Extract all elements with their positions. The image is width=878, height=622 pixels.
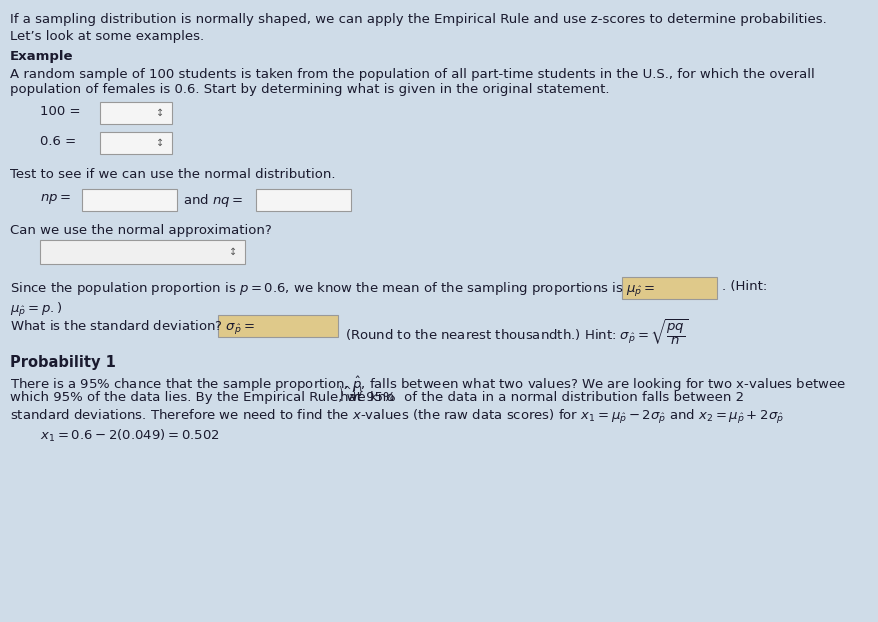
Text: 100 =: 100 = bbox=[40, 105, 81, 118]
Text: Probability 1: Probability 1 bbox=[10, 355, 116, 370]
Text: ↕: ↕ bbox=[155, 138, 164, 148]
Text: A random sample of 100 students is taken from the population of all part-time st: A random sample of 100 students is taken… bbox=[10, 68, 814, 81]
Text: ↕: ↕ bbox=[155, 108, 164, 118]
Bar bbox=[82, 189, 176, 211]
Text: and $nq =$: and $nq =$ bbox=[183, 192, 243, 209]
Text: Since the population proportion is $p = 0.6$, we know the mean of the sampling p: Since the population proportion is $p = … bbox=[10, 280, 654, 298]
Text: . (Hint:: . (Hint: bbox=[721, 280, 766, 293]
Text: What is the standard deviation? $\sigma_{\hat{p}} =$: What is the standard deviation? $\sigma_… bbox=[10, 318, 255, 336]
Text: $x_1 = 0.6 - 2(0.049) = 0.502$: $x_1 = 0.6 - 2(0.049) = 0.502$ bbox=[40, 428, 220, 444]
Text: $\mu_{\hat{p}} = p.$): $\mu_{\hat{p}} = p.$) bbox=[10, 300, 62, 318]
Bar bbox=[218, 315, 338, 337]
Bar bbox=[100, 132, 172, 154]
Text: hat 95%  of the data in a normal distribution falls between 2: hat 95% of the data in a normal distribu… bbox=[340, 391, 744, 404]
Text: standard deviations. Therefore we need to find the $x$-values (the raw data scor: standard deviations. Therefore we need t… bbox=[10, 407, 783, 425]
Bar bbox=[40, 240, 245, 264]
Text: Example: Example bbox=[10, 50, 74, 63]
Text: \^{}: \^{} bbox=[340, 385, 363, 395]
Text: Test to see if we can use the normal distribution.: Test to see if we can use the normal dis… bbox=[10, 168, 335, 181]
Bar bbox=[255, 189, 350, 211]
Text: 0.6 =: 0.6 = bbox=[40, 135, 76, 148]
Text: which 95% of the data lies. By the Empirical Rule, we kno: which 95% of the data lies. By the Empir… bbox=[10, 391, 394, 404]
Text: There is a 95% chance that the sample proportion, $\hat{p}$, falls between what : There is a 95% chance that the sample pr… bbox=[10, 375, 845, 394]
Text: Can we use the normal approximation?: Can we use the normal approximation? bbox=[10, 224, 271, 237]
Bar bbox=[622, 277, 716, 299]
Text: ↕: ↕ bbox=[228, 247, 237, 257]
Text: If a sampling distribution is normally shaped, we can apply the Empirical Rule a: If a sampling distribution is normally s… bbox=[10, 13, 826, 26]
Bar bbox=[100, 102, 172, 124]
Text: Let’s look at some examples.: Let’s look at some examples. bbox=[10, 30, 204, 43]
Text: population of females is 0.6. Start by determining what is given in the original: population of females is 0.6. Start by d… bbox=[10, 83, 608, 96]
Text: $np =$: $np =$ bbox=[40, 192, 71, 206]
Text: (Round to the nearest thousandth.) Hint: $\sigma_{\hat{p}} = \sqrt{\dfrac{pq}{n}: (Round to the nearest thousandth.) Hint:… bbox=[344, 318, 687, 348]
